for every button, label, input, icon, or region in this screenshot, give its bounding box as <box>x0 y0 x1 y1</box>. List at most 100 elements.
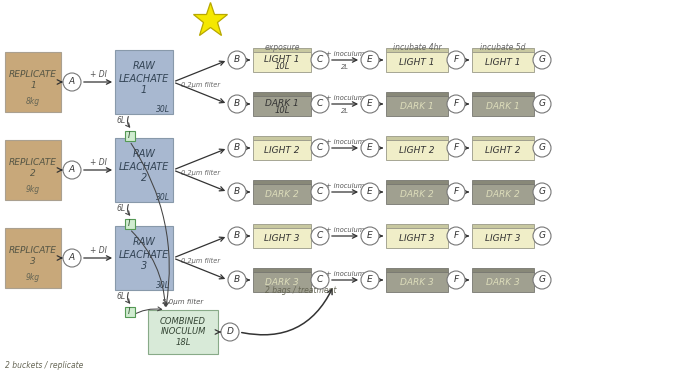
Text: LEACHATE: LEACHATE <box>119 162 169 172</box>
Circle shape <box>311 227 329 245</box>
Circle shape <box>533 271 551 289</box>
Text: RAW: RAW <box>132 149 155 159</box>
Text: LEACHATE: LEACHATE <box>119 74 169 84</box>
Text: 2 buckets / replicate: 2 buckets / replicate <box>5 361 83 370</box>
Text: 3: 3 <box>30 256 36 266</box>
Text: B: B <box>234 99 240 109</box>
Text: C: C <box>317 144 323 152</box>
FancyBboxPatch shape <box>386 228 448 248</box>
FancyBboxPatch shape <box>386 92 448 96</box>
Text: F: F <box>454 276 458 285</box>
FancyBboxPatch shape <box>472 140 534 160</box>
Text: 2L: 2L <box>341 108 349 114</box>
FancyBboxPatch shape <box>472 96 534 116</box>
Text: E: E <box>367 144 373 152</box>
FancyBboxPatch shape <box>125 131 134 141</box>
Text: LIGHT 3: LIGHT 3 <box>399 234 435 243</box>
Text: + DI: + DI <box>90 246 106 255</box>
Text: RAW: RAW <box>132 61 155 71</box>
Text: C: C <box>317 231 323 241</box>
Text: I: I <box>128 132 131 141</box>
FancyBboxPatch shape <box>253 268 311 272</box>
Text: 10L: 10L <box>274 106 290 115</box>
Text: 30L: 30L <box>156 104 170 114</box>
Text: G: G <box>538 144 545 152</box>
FancyBboxPatch shape <box>386 136 448 140</box>
Text: RAW: RAW <box>132 237 155 247</box>
Circle shape <box>361 139 379 157</box>
FancyBboxPatch shape <box>472 272 534 292</box>
Text: 0.2μm filter: 0.2μm filter <box>181 258 220 264</box>
Text: A: A <box>69 77 75 87</box>
Text: LEACHATE: LEACHATE <box>119 250 169 260</box>
Text: incubate 5d: incubate 5d <box>480 43 526 52</box>
FancyBboxPatch shape <box>472 52 534 72</box>
FancyBboxPatch shape <box>386 184 448 204</box>
FancyBboxPatch shape <box>386 52 448 72</box>
FancyBboxPatch shape <box>115 50 173 114</box>
Text: I: I <box>128 219 131 229</box>
Circle shape <box>228 183 246 201</box>
FancyBboxPatch shape <box>125 219 134 229</box>
Circle shape <box>228 271 246 289</box>
Text: 6L: 6L <box>117 292 126 301</box>
Circle shape <box>533 139 551 157</box>
Circle shape <box>311 95 329 113</box>
Circle shape <box>63 73 81 91</box>
Text: C: C <box>317 187 323 196</box>
FancyBboxPatch shape <box>472 228 534 248</box>
Text: 1: 1 <box>30 80 36 89</box>
FancyBboxPatch shape <box>115 226 173 290</box>
FancyBboxPatch shape <box>253 228 311 248</box>
Text: 8kg: 8kg <box>26 97 40 106</box>
FancyBboxPatch shape <box>386 96 448 116</box>
Text: G: G <box>538 55 545 65</box>
Circle shape <box>447 227 465 245</box>
Circle shape <box>447 51 465 69</box>
FancyBboxPatch shape <box>472 268 534 272</box>
Text: LIGHT 3: LIGHT 3 <box>485 234 521 243</box>
FancyBboxPatch shape <box>253 92 311 96</box>
Text: B: B <box>234 276 240 285</box>
Text: 5.0μm filter: 5.0μm filter <box>162 299 204 305</box>
Text: + DI: + DI <box>90 70 106 79</box>
Text: 2: 2 <box>141 173 147 183</box>
Text: LIGHT 2: LIGHT 2 <box>399 146 435 155</box>
Text: E: E <box>367 99 373 109</box>
FancyBboxPatch shape <box>5 140 61 200</box>
FancyBboxPatch shape <box>5 228 61 288</box>
Text: E: E <box>367 187 373 196</box>
Text: B: B <box>234 55 240 65</box>
Circle shape <box>311 51 329 69</box>
Text: incubate 4hr: incubate 4hr <box>393 43 441 52</box>
Text: B: B <box>234 187 240 196</box>
Circle shape <box>221 323 239 341</box>
Text: 0.2μm filter: 0.2μm filter <box>181 170 220 176</box>
Text: + DI: + DI <box>90 158 106 167</box>
Text: DARK 2: DARK 2 <box>400 190 434 199</box>
Text: 6L: 6L <box>117 116 126 125</box>
FancyBboxPatch shape <box>253 180 311 184</box>
FancyBboxPatch shape <box>472 180 534 184</box>
FancyBboxPatch shape <box>115 138 173 202</box>
Circle shape <box>361 227 379 245</box>
Circle shape <box>63 249 81 267</box>
Circle shape <box>311 271 329 289</box>
Circle shape <box>311 139 329 157</box>
FancyBboxPatch shape <box>472 224 534 228</box>
Circle shape <box>533 95 551 113</box>
Text: 6L: 6L <box>117 204 126 213</box>
Text: 2: 2 <box>30 169 36 177</box>
Text: E: E <box>367 55 373 65</box>
FancyBboxPatch shape <box>253 224 311 228</box>
Text: G: G <box>538 99 545 109</box>
FancyBboxPatch shape <box>253 52 311 72</box>
Text: A: A <box>69 253 75 263</box>
Text: 10L: 10L <box>274 62 290 71</box>
Text: DARK 1: DARK 1 <box>486 102 520 110</box>
Text: 30L: 30L <box>156 192 170 201</box>
FancyBboxPatch shape <box>253 48 311 52</box>
Circle shape <box>447 271 465 289</box>
FancyBboxPatch shape <box>253 136 311 140</box>
FancyBboxPatch shape <box>472 92 534 96</box>
